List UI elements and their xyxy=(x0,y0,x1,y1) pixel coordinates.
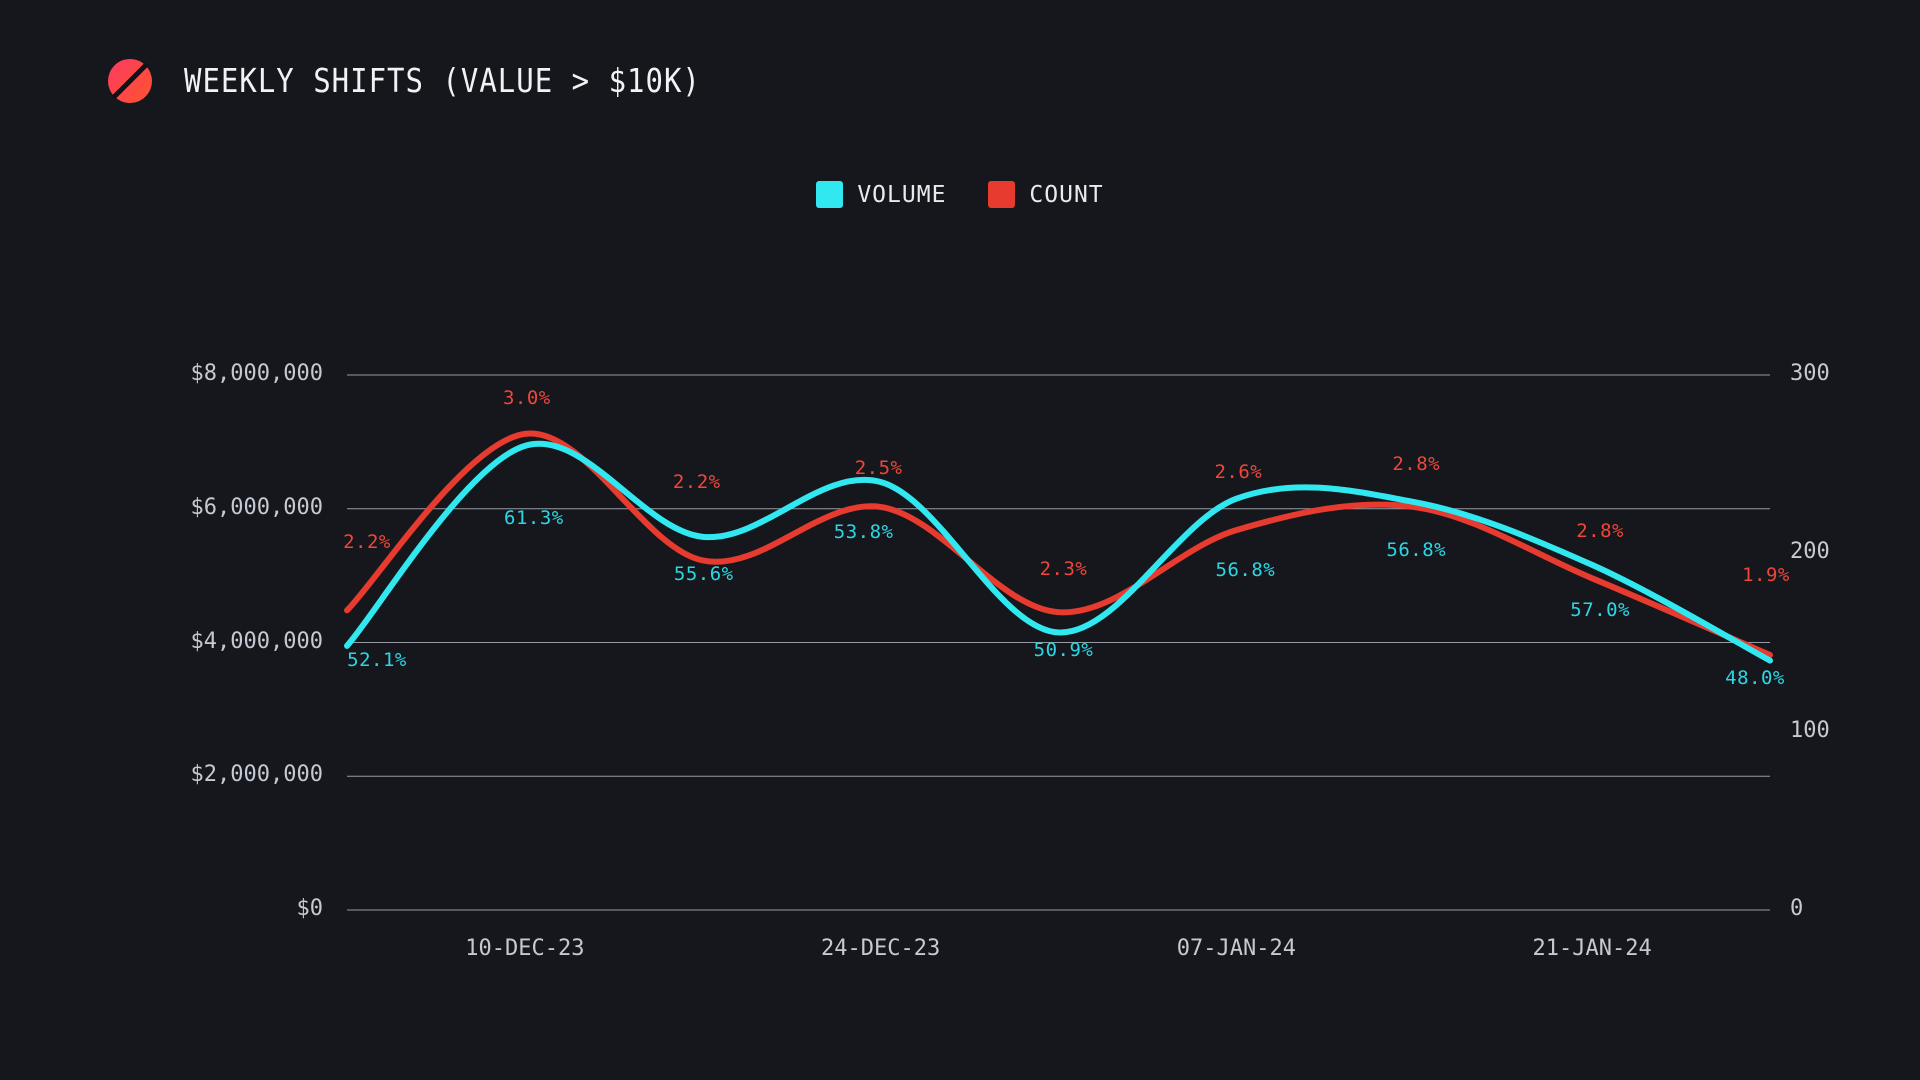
volume-swatch-icon xyxy=(816,181,844,208)
count-point-label: 2.8% xyxy=(1392,452,1441,475)
count-point-label: 2.6% xyxy=(1214,461,1263,484)
volume-point-label: 48.0% xyxy=(1725,666,1785,689)
volume-point-label: 56.8% xyxy=(1215,558,1276,581)
count-point-label: 2.2% xyxy=(672,471,721,494)
header: WEEKLY SHIFTS (VALUE > $10K) xyxy=(106,56,701,106)
legend-label-count: COUNT xyxy=(1029,181,1104,208)
y-axis-left-tick: $0 xyxy=(296,896,324,921)
legend-item-volume[interactable]: VOLUME xyxy=(816,181,946,208)
y-axis-left-tick: $2,000,000 xyxy=(190,762,323,788)
count-point-label: 1.9% xyxy=(1742,563,1790,586)
count-swatch-icon xyxy=(988,181,1016,208)
count-point-label: 2.3% xyxy=(1039,558,1088,581)
x-axis-tick: 24-DEC-23 xyxy=(821,936,941,961)
y-axis-right-tick: 300 xyxy=(1790,361,1830,386)
legend-item-count[interactable]: COUNT xyxy=(988,181,1103,208)
x-axis-tick: 07-JAN-24 xyxy=(1176,936,1296,961)
y-axis-left-tick: $6,000,000 xyxy=(190,494,323,520)
chart-legend: VOLUME COUNT xyxy=(0,181,1920,208)
volume-point-label: 61.3% xyxy=(504,506,564,529)
y-axis-left-tick: $8,000,000 xyxy=(190,361,323,386)
y-axis-right-tick: 100 xyxy=(1790,717,1830,743)
legend-label-volume: VOLUME xyxy=(857,181,947,208)
count-point-label: 2.5% xyxy=(854,456,903,479)
x-axis-tick: 10-DEC-23 xyxy=(465,936,585,961)
count-point-label: 2.8% xyxy=(1576,520,1625,543)
volume-point-label: 55.6% xyxy=(673,562,734,585)
y-axis-left-tick: $4,000,000 xyxy=(190,628,323,654)
volume-point-label: 50.9% xyxy=(1033,639,1094,662)
y-axis-right-tick: 200 xyxy=(1790,539,1830,565)
volume-point-label: 56.8% xyxy=(1386,539,1447,562)
volume-point-label: 57.0% xyxy=(1570,598,1630,621)
count-point-label: 3.0% xyxy=(502,386,551,409)
count-point-label: 2.2% xyxy=(343,531,391,554)
x-axis-tick: 21-JAN-24 xyxy=(1532,936,1652,961)
volume-point-label: 52.1% xyxy=(347,648,407,671)
slashed-circle-icon xyxy=(108,59,152,103)
y-axis-right-tick: 0 xyxy=(1790,896,1804,921)
page-title: WEEKLY SHIFTS (VALUE > $10K) xyxy=(184,61,701,101)
volume-point-label: 53.8% xyxy=(833,521,894,543)
